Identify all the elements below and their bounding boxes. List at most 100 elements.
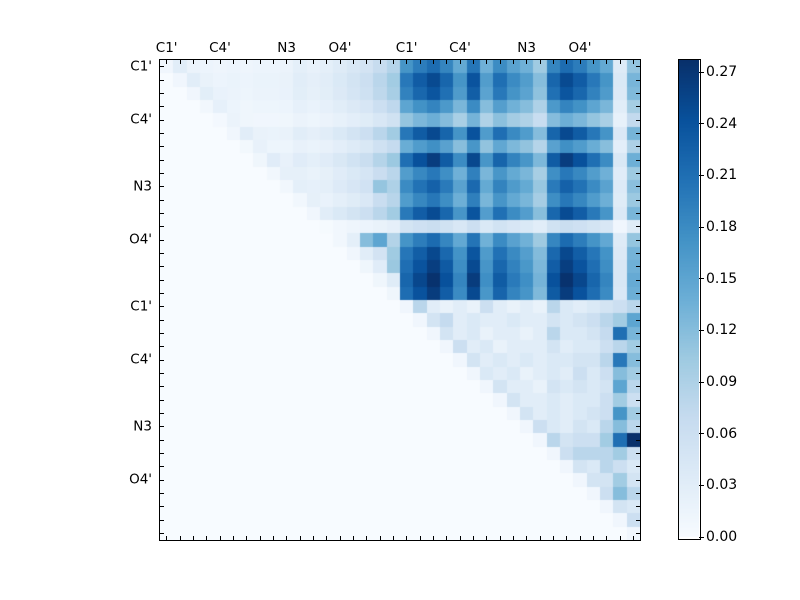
x-tick-bottom — [512, 536, 514, 540]
colorbar-tick — [699, 381, 704, 383]
y-tick-left — [160, 452, 164, 454]
x-tick-top — [352, 60, 354, 64]
x-tick-bottom — [406, 536, 408, 540]
x-tick-top — [339, 60, 341, 64]
x-tick-bottom — [232, 536, 234, 540]
y-tick-right — [636, 319, 640, 321]
x-tick-top — [446, 60, 448, 64]
y-tick-left — [160, 266, 164, 268]
x-tick-bottom — [326, 536, 328, 540]
x-tick-bottom — [312, 536, 314, 540]
x-tick-top — [259, 60, 261, 64]
y-tick-left — [160, 212, 164, 214]
colorbar-tick — [699, 278, 704, 280]
y-tick-left — [160, 186, 164, 188]
y-tick-left — [160, 292, 164, 294]
y-tick-right — [636, 306, 640, 308]
colorbar-tick — [699, 433, 704, 435]
y-tick-left — [160, 492, 164, 494]
colorbar-tick-label: 0.06 — [706, 425, 738, 442]
colorbar-gradient — [679, 60, 699, 537]
x-tick-top — [379, 60, 381, 64]
y-tick-right — [636, 132, 640, 134]
axes-frame — [159, 59, 641, 541]
x-tick-bottom — [219, 536, 221, 540]
y-tick-right — [636, 399, 640, 401]
x-tick-top — [406, 60, 408, 64]
x-tick-top — [619, 60, 621, 64]
x-tick-bottom — [472, 536, 474, 540]
y-tick-right — [636, 532, 640, 534]
y-tick-left — [160, 426, 164, 428]
x-tick-bottom — [206, 536, 208, 540]
y-tick-right — [636, 239, 640, 241]
y-tick-right — [636, 266, 640, 268]
x-tick-top — [539, 60, 541, 64]
y-tick-left — [160, 506, 164, 508]
y-tick-left — [160, 239, 164, 241]
colorbar-tick-label: 0.21 — [706, 167, 738, 184]
x-tick-bottom — [619, 536, 621, 540]
x-tick-top — [179, 60, 181, 64]
y-tick-left — [160, 226, 164, 228]
y-tick-left — [160, 479, 164, 481]
x-tick-bottom — [379, 536, 381, 540]
x-tick-bottom — [392, 536, 394, 540]
x-tick-bottom — [526, 536, 528, 540]
x-tick-label: N3 — [277, 40, 297, 56]
x-tick-top — [166, 60, 168, 64]
colorbar-tick-label: 0.27 — [706, 64, 738, 81]
x-tick-top — [486, 60, 488, 64]
y-tick-right — [636, 79, 640, 81]
y-tick-right — [636, 492, 640, 494]
x-tick-label: O4' — [568, 40, 592, 56]
x-tick-top — [579, 60, 581, 64]
x-tick-top — [219, 60, 221, 64]
y-tick-left — [160, 279, 164, 281]
x-tick-top — [526, 60, 528, 64]
colorbar-tick — [699, 226, 704, 228]
x-tick-top — [326, 60, 328, 64]
x-tick-bottom — [432, 536, 434, 540]
y-tick-label: C1' — [130, 58, 152, 75]
x-tick-bottom — [286, 536, 288, 540]
y-tick-right — [636, 519, 640, 521]
heatmap-canvas — [160, 60, 640, 540]
x-tick-bottom — [192, 536, 194, 540]
colorbar-tick — [699, 329, 704, 331]
x-tick-top — [566, 60, 568, 64]
y-tick-right — [636, 292, 640, 294]
y-tick-right — [636, 66, 640, 68]
x-tick-top — [632, 60, 634, 64]
colorbar-tick-label: 0.03 — [706, 477, 738, 494]
y-tick-right — [636, 439, 640, 441]
x-tick-bottom — [179, 536, 181, 540]
x-tick-label: C1' — [155, 40, 178, 56]
y-tick-right — [636, 146, 640, 148]
x-tick-bottom — [592, 536, 594, 540]
x-tick-top — [286, 60, 288, 64]
y-tick-right — [636, 332, 640, 334]
x-tick-bottom — [539, 536, 541, 540]
y-tick-label: C1' — [130, 298, 152, 315]
y-tick-left — [160, 252, 164, 254]
x-tick-bottom — [486, 536, 488, 540]
y-tick-right — [636, 466, 640, 468]
x-tick-top — [552, 60, 554, 64]
y-tick-left — [160, 332, 164, 334]
x-tick-top — [206, 60, 208, 64]
y-tick-right — [636, 172, 640, 174]
x-tick-bottom — [606, 536, 608, 540]
x-tick-top — [499, 60, 501, 64]
y-tick-right — [636, 346, 640, 348]
y-tick-right — [636, 479, 640, 481]
x-tick-top — [272, 60, 274, 64]
y-tick-left — [160, 92, 164, 94]
y-tick-left — [160, 399, 164, 401]
x-tick-bottom — [246, 536, 248, 540]
colorbar-tick-label: 0.24 — [706, 115, 738, 132]
x-tick-label: C4' — [449, 40, 471, 56]
x-tick-bottom — [632, 536, 634, 540]
y-tick-label: O4' — [129, 471, 152, 488]
